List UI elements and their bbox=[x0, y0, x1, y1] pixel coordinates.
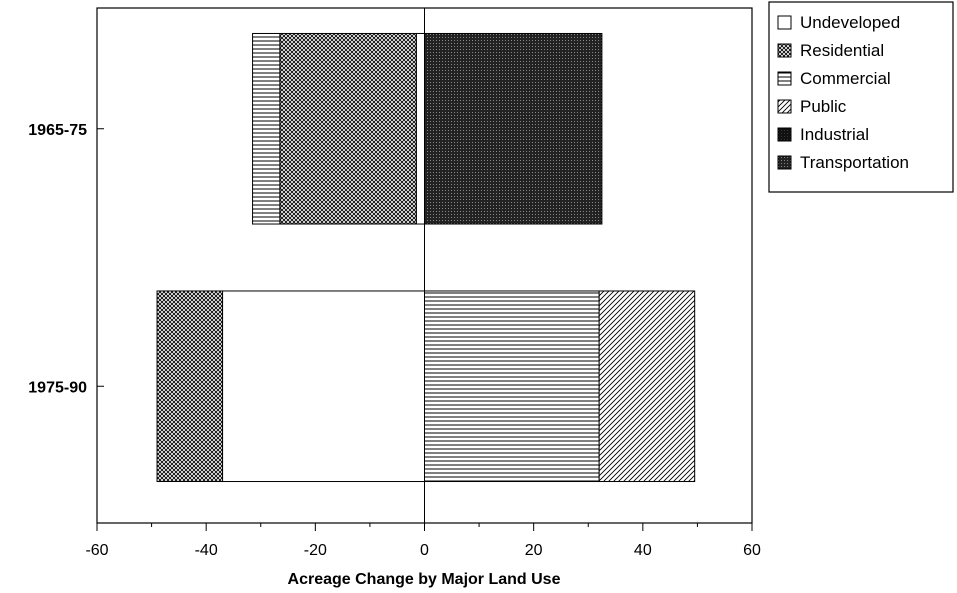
legend-label-transportation: Transportation bbox=[800, 153, 909, 172]
legend-swatch-residential bbox=[777, 43, 792, 58]
bar-commercial-1975-90 bbox=[424, 290, 600, 483]
legend-swatch-transportation bbox=[777, 155, 792, 170]
legend-items: Undeveloped Residential Commercial Public In… bbox=[777, 13, 909, 172]
legend-label-public: Public bbox=[800, 97, 847, 116]
bar-undeveloped-1965-75 bbox=[415, 32, 425, 225]
x-tick-label: -40 bbox=[195, 542, 218, 559]
category-label: 1965-75 bbox=[28, 122, 87, 139]
legend-frame bbox=[768, 1, 954, 193]
legend-swatch-public bbox=[777, 99, 792, 114]
legend-label-industrial: Industrial bbox=[800, 125, 869, 144]
x-tick-label: -60 bbox=[85, 542, 108, 559]
legend-swatch-commercial bbox=[777, 71, 792, 86]
legend-swatch-industrial bbox=[777, 127, 792, 142]
x-tick-label: 40 bbox=[634, 542, 652, 559]
x-tick-label: 60 bbox=[743, 542, 761, 559]
category-label: 1975-90 bbox=[28, 379, 87, 396]
x-axis-title: Acreage Change by Major Land Use bbox=[288, 571, 561, 588]
category-labels: 1965-75 1975-90 bbox=[28, 122, 104, 396]
bar-residential-1965-75 bbox=[279, 32, 417, 225]
legend-label-undeveloped: Undeveloped bbox=[800, 13, 900, 32]
bar-public-1975-90 bbox=[598, 290, 696, 483]
x-tick-label: -20 bbox=[304, 542, 327, 559]
bar-residential-1975-90 bbox=[156, 290, 224, 483]
legend: Undeveloped Residential Commercial Public In… bbox=[768, 1, 954, 193]
bar-commercial-1965-75 bbox=[252, 32, 281, 225]
x-axis-ticks: -60 -40 -20 0 20 40 60 bbox=[85, 523, 761, 559]
x-tick-label: 0 bbox=[420, 542, 429, 559]
bar-transportation-1965-75 bbox=[424, 32, 603, 225]
legend-label-commercial: Commercial bbox=[800, 69, 891, 88]
legend-label-residential: Residential bbox=[800, 41, 884, 60]
bars-layer bbox=[156, 32, 696, 483]
x-tick-label: 20 bbox=[525, 542, 543, 559]
bar-undeveloped-1975-90 bbox=[222, 290, 425, 483]
legend-swatch-undeveloped bbox=[777, 15, 792, 30]
